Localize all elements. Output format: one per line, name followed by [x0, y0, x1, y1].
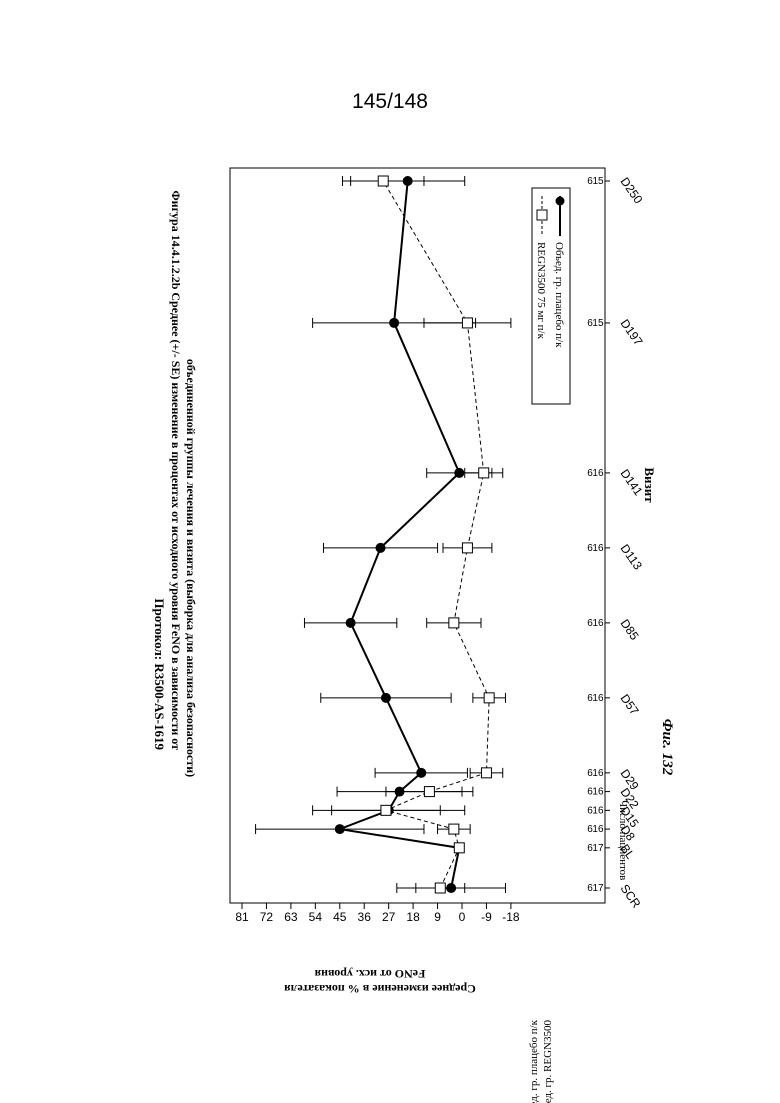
y-axis-label-line2: FeNO от исх. уровня — [314, 967, 425, 981]
y-tick-label-11: -18 — [502, 910, 520, 924]
point-regn3500-D141 — [479, 468, 489, 478]
y-tick-label-1: 72 — [260, 910, 274, 924]
x-tick-label-D250: D250 — [618, 175, 646, 207]
patient-count-1-D85: 16 — [592, 618, 604, 629]
patient-count-1-D141: 16 — [592, 468, 604, 479]
y-axis-label: Среднее изменение в % показателя FeNO от… — [284, 967, 476, 996]
row-label-regn3500: Объед. гр. REGN3500 — [542, 1020, 554, 1103]
y-axis-label-line1: Среднее изменение в % показателя — [284, 982, 476, 996]
point-regn3500-D15 — [381, 805, 391, 815]
series-line-0 — [340, 181, 460, 888]
series-placebo — [256, 176, 506, 893]
patient-count-1-SCR: 17 — [592, 883, 604, 894]
row-label-placebo: Объед. гр. плацебо п/к — [528, 1019, 540, 1103]
patient-count-1-D8: 16 — [592, 824, 604, 835]
patient-count-1-D250: 15 — [592, 176, 604, 187]
legend-label-regn: REGN3500 75 мг п/к — [535, 242, 547, 340]
point-placebo-D85 — [346, 618, 356, 628]
x-tick-label-SCR: SCR — [618, 882, 644, 911]
point-regn3500-BL — [454, 843, 464, 853]
y-tick-label-5: 36 — [358, 910, 372, 924]
point-placebo-D8 — [335, 824, 345, 834]
point-placebo-D141 — [454, 468, 464, 478]
series-line-1 — [383, 181, 489, 888]
y-tick-label-2: 63 — [284, 910, 298, 924]
point-placebo-D29 — [416, 768, 426, 778]
patients-count-label: Число пациентов — [617, 800, 629, 880]
point-placebo-D197 — [389, 318, 399, 328]
x-tick-label-D57: D57 — [618, 692, 642, 718]
chart-subtitle: объединенной группы лечения и визита (вы… — [184, 359, 198, 777]
series-regn3500 — [332, 176, 511, 893]
point-regn3500-D85 — [449, 618, 459, 628]
chart-title: Фигура 14.4.1.2.2b Среднее (+/- SE) изме… — [169, 190, 183, 750]
point-regn3500-D8 — [449, 824, 459, 834]
y-tick-label-4: 45 — [333, 910, 347, 924]
patient-count-1-D29: 16 — [592, 768, 604, 779]
x-tick-label-D141: D141 — [618, 467, 646, 499]
y-tick-label-8: 9 — [434, 910, 441, 924]
point-regn3500-D29 — [481, 768, 491, 778]
figure-caption: Фиг. 132 — [659, 719, 675, 776]
patient-count-1-BL: 17 — [592, 843, 604, 854]
point-regn3500-SCR — [435, 883, 445, 893]
y-tick-label-10: -9 — [481, 910, 492, 924]
legend-marker-placebo — [556, 197, 565, 206]
y-tick-label-6: 27 — [382, 910, 396, 924]
point-regn3500-D22 — [424, 787, 434, 797]
patient-count-1-D197: 15 — [592, 318, 604, 329]
y-tick-label-0: 81 — [235, 910, 249, 924]
x-tick-label-D113: D113 — [618, 542, 646, 573]
protocol-label: Протокол: R3500-AS-1619 — [152, 598, 167, 750]
patient-count-1-D57: 16 — [592, 693, 604, 704]
legend-marker-regn — [537, 210, 547, 220]
x-tick-label-D197: D197 — [618, 317, 646, 349]
y-axis: 81 72 63 54 45 36 27 18 9 0 -9 -18 — [235, 903, 520, 924]
patient-count-1-D113: 16 — [592, 543, 604, 554]
x-axis-label: Визит — [642, 467, 657, 503]
point-regn3500-D57 — [484, 693, 494, 703]
point-regn3500-D250 — [378, 176, 388, 186]
point-regn3500-D113 — [462, 543, 472, 553]
patient-count-1-D15: 16 — [592, 805, 604, 816]
x-tick-label-D85: D85 — [618, 617, 642, 643]
x-tick-label-D29: D29 — [618, 767, 642, 793]
point-regn3500-D197 — [462, 318, 472, 328]
y-tick-label-7: 18 — [406, 910, 420, 924]
legend: Объед. гр. плацебо п/к REGN3500 75 мг п/… — [532, 188, 570, 404]
point-placebo-D57 — [381, 693, 391, 703]
legend-label-placebo: Объед. гр. плацебо п/к — [553, 242, 565, 348]
patient-row-labels: Объед. гр. плацебо п/кОбъед. гр. REGN350… — [528, 1019, 554, 1103]
point-placebo-D113 — [376, 543, 386, 553]
y-tick-label-9: 0 — [459, 910, 466, 924]
patient-count-1-D22: 16 — [592, 787, 604, 798]
y-tick-label-3: 54 — [309, 910, 323, 924]
